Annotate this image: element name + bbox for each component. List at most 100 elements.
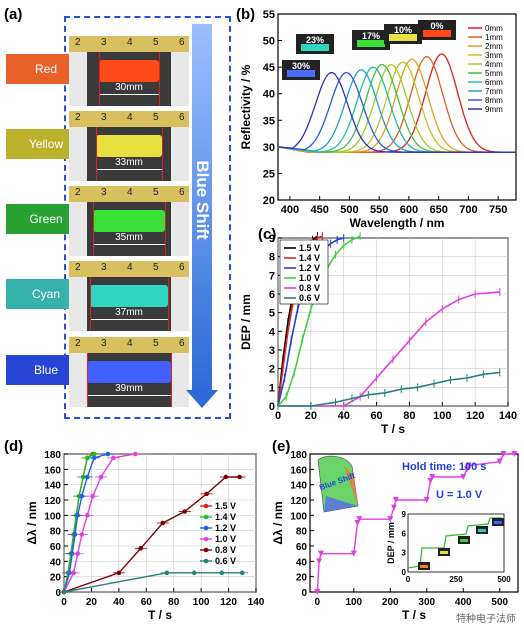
red-guide-line (168, 277, 169, 331)
red-guide-line (162, 127, 163, 181)
d-ytick-label: 20 (50, 573, 62, 584)
e-xlabel: T / s (402, 608, 426, 622)
red-guide-line (165, 202, 166, 256)
photo-red: 2 3 4 5 6 30mm (69, 36, 189, 106)
e-ytick-label: 80 (296, 527, 308, 538)
b-ytick-label: 40 (263, 89, 275, 101)
clamp-left (69, 127, 87, 181)
legend-label: 1.4 V (215, 512, 236, 522)
inset-ylabel: DEP / mm (386, 522, 396, 564)
shift-marker (90, 493, 96, 499)
ruler: 2 3 4 5 6 (69, 337, 189, 353)
d-ylabel: Δλ / nm (25, 501, 39, 544)
ruler-tick: 5 (153, 262, 159, 273)
hold-marker (356, 516, 363, 523)
inset-xtick-label: 250 (449, 575, 463, 584)
b-ytick-label: 30 (263, 142, 275, 154)
inset-band (389, 34, 417, 41)
b-xlabel: Wavelength / nm (350, 216, 445, 230)
inset-band (423, 30, 451, 37)
ruler-tick: 3 (101, 37, 107, 48)
b-xtick-label: 450 (310, 204, 328, 216)
shift-marker (79, 493, 85, 499)
panel-d-label: (d) (4, 438, 24, 455)
ruler-tick: 3 (101, 338, 107, 349)
hold-marker (460, 474, 467, 480)
shift-marker (105, 451, 111, 457)
shift-curve-0.8V (63, 476, 240, 593)
shift-marker (85, 513, 90, 518)
legend-label: 1.2 V (299, 263, 320, 273)
e-ytick-label: 100 (290, 511, 307, 522)
d-ytick-label: 180 (44, 450, 61, 461)
inset-band (301, 44, 329, 51)
hold-marker (317, 550, 324, 557)
blue-shift-arrow (192, 24, 212, 394)
ruler-tick: 2 (75, 338, 81, 349)
shift-marker (61, 589, 67, 595)
ruler-tick: 3 (101, 112, 107, 123)
inset-ytick-label: 6 (402, 529, 407, 538)
hold-marker (496, 458, 503, 465)
c-xtick-label: 140 (499, 410, 517, 422)
clamp-left (69, 202, 87, 256)
legend-marker (203, 558, 209, 564)
c-xlabel: T / s (381, 422, 405, 436)
blue-shift-text: Blue Shift (193, 160, 212, 240)
blue-shift-arrowhead (186, 390, 218, 408)
clamp-right (171, 52, 189, 106)
cie-red-region (344, 466, 358, 506)
b-xtick-label: 750 (489, 204, 507, 216)
legend-marker (203, 503, 209, 509)
photo-green: 2 3 4 5 6 35mm (69, 186, 189, 256)
measure-line (99, 94, 159, 95)
shift-marker (85, 455, 90, 461)
shift-marker (204, 491, 209, 497)
shift-marker (111, 455, 116, 461)
ruler-tick: 6 (179, 262, 185, 273)
shift-marker (160, 520, 166, 526)
legend-label: 4mm (485, 60, 503, 69)
shift-marker (91, 455, 97, 461)
legend-label: 3mm (485, 51, 503, 60)
shift-marker (98, 474, 104, 480)
legend-label: 1.5 V (299, 243, 320, 253)
d-ytick-label: 160 (44, 465, 61, 476)
d-xtick-label: 80 (168, 597, 180, 608)
ruler-tick: 3 (101, 187, 107, 198)
ruler-tick: 4 (127, 338, 133, 349)
ruler-tick: 6 (179, 187, 185, 198)
legend-label: 2mm (485, 42, 503, 51)
red-guide-line (90, 277, 91, 331)
ruler-tick: 2 (75, 187, 81, 198)
shift-marker (79, 532, 85, 537)
inset-dep-curve (407, 517, 502, 569)
reflect-curve-9mm (277, 72, 516, 153)
shift-marker (219, 570, 225, 576)
e-xtick-label: 400 (455, 597, 472, 608)
c-xtick-label: 80 (403, 410, 415, 422)
dep-curve-0.8V (278, 291, 500, 407)
ruler-tick: 2 (75, 37, 81, 48)
inset-percent: 10% (394, 25, 412, 35)
hold-marker (387, 516, 394, 523)
d-xtick-label: 40 (113, 597, 125, 608)
d-xtick-label: 60 (141, 597, 153, 608)
structural-color-band (93, 210, 165, 232)
b-ylabel: Reflectivity / % (239, 64, 253, 149)
shift-marker (223, 474, 229, 480)
hold-marker (392, 497, 399, 503)
panel-c-label: (c) (258, 226, 277, 243)
legend-label: 1.2 V (215, 523, 236, 533)
measure-line (90, 319, 168, 320)
chart-d-shift: 0 20 40 60 80 100 120 140 0 20 40 60 80 100 120 140 160 1… (25, 450, 265, 622)
c-ytick-label: 6 (269, 289, 275, 301)
hold-marker (429, 474, 436, 480)
hold-marker (500, 451, 507, 457)
b-ytick-label: 35 (263, 115, 275, 127)
d-xtick-label: 120 (220, 597, 237, 608)
d-ytick-label: 100 (44, 511, 61, 522)
inset-ytick-label: 0 (402, 568, 407, 577)
measure-line (93, 244, 165, 245)
structural-color-band (96, 135, 162, 157)
